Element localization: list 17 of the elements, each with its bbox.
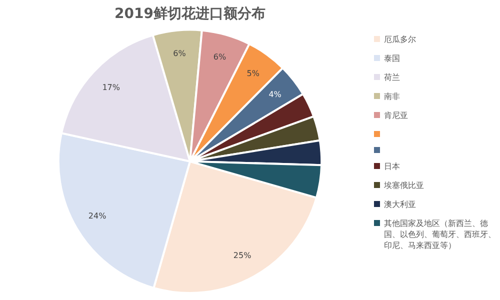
legend-label: 日本 — [384, 161, 400, 172]
data-label: 4% — [268, 90, 282, 100]
legend-label: 澳大利亚 — [384, 199, 416, 210]
legend-label: 泰国 — [384, 53, 400, 64]
legend-label: 其他国家及地区（新西兰、德国、以色列、葡萄牙、西班牙、印尼、马来西亚等） — [384, 218, 496, 251]
data-label: 5% — [246, 68, 260, 78]
chart-title: 2019鲜切花进口额分布 — [114, 5, 266, 22]
legend-label: 荷兰 — [384, 72, 400, 83]
data-label: 6% — [213, 52, 226, 62]
data-label: 17% — [102, 82, 120, 92]
legend-label: 南非 — [384, 91, 400, 102]
legend-label: 埃塞俄比亚 — [384, 180, 424, 191]
legend-label: 肯尼亚 — [384, 110, 408, 121]
legend-label: 厄瓜多尔 — [384, 34, 416, 45]
data-label: 6% — [173, 49, 186, 58]
data-label: 25% — [233, 250, 252, 260]
data-label: 24% — [88, 212, 107, 221]
